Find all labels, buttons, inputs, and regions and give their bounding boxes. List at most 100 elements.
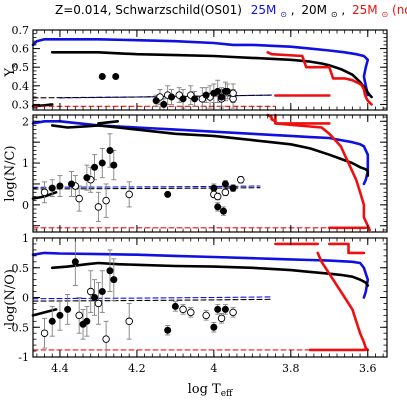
x-tick-label-4: 3.6 — [359, 362, 377, 375]
title-comma-2: , — [341, 3, 345, 17]
y-tick-label-0: 0.3 — [12, 98, 30, 111]
filled-data-point-0 — [48, 184, 56, 192]
y-axis-label: Ys — [3, 63, 20, 78]
open-data-point-0 — [40, 188, 49, 197]
title-norot: (norot) — [392, 3, 407, 17]
filled-data-point-10 — [214, 203, 222, 211]
y-axis-label: log(N/O) — [3, 269, 18, 326]
filled-data-point-4 — [168, 93, 176, 101]
open-data-point-9 — [221, 188, 230, 197]
x-tick-label-2: 4 — [210, 362, 217, 375]
filled-data-point-7 — [110, 161, 118, 169]
title-sun-black: ⊙ — [331, 10, 338, 19]
open-data-point-8 — [202, 311, 210, 320]
panel-middle: 0 1 2 log(N/C) — [3, 113, 388, 233]
title-mass-red: 25M — [352, 3, 378, 17]
title-main: Z=0.014, Schwarzschild(OS01) — [55, 3, 242, 17]
series-line-blue-dashed-8 — [32, 296, 273, 300]
filled-data-point-7 — [202, 91, 210, 99]
filled-data-point-13 — [214, 305, 222, 313]
series-line-black-dashed-9 — [32, 187, 261, 190]
open-data-point-4 — [102, 335, 110, 343]
filled-data-point-6 — [191, 95, 199, 103]
x-tick-label-3: 3.8 — [282, 362, 300, 375]
filled-data-point-3 — [160, 100, 168, 108]
y-tick-label-1: -0.5 — [8, 321, 29, 334]
series-line-blue-0 — [31, 251, 370, 299]
y-tick-label-2: 0.5 — [12, 61, 30, 74]
series-line-black-3 — [97, 120, 119, 125]
y-tick-label-0: -1 — [18, 351, 29, 364]
x-axis-label-subscript: eff — [221, 389, 233, 399]
y-tick-label-1: 0 — [22, 199, 29, 212]
series-line-black-dashed-9 — [32, 298, 273, 302]
series-line-red-3 — [266, 50, 373, 106]
filled-data-point-12 — [223, 87, 231, 95]
title-comma: , — [291, 3, 295, 17]
y-tick-label-4: 0.7 — [12, 24, 30, 37]
open-data-point-2 — [86, 287, 95, 296]
y-tick-label-3: 0.6 — [12, 43, 30, 56]
x-axis-label: log Teff — [188, 382, 233, 399]
open-data-point-5 — [102, 196, 110, 205]
filled-data-point-0 — [98, 73, 106, 81]
open-data-point-10 — [229, 308, 237, 317]
filled-data-point-9 — [210, 184, 218, 192]
filled-data-point-5 — [179, 95, 187, 103]
title-mass-black: 20M — [301, 3, 327, 17]
y-tick-label-3: 1 — [22, 157, 29, 170]
open-data-point-1 — [75, 311, 83, 320]
x-tick-label-0: 4.4 — [51, 362, 69, 375]
y-tick-label-3: 0.5 — [12, 262, 30, 275]
x-axis-label-text: log T — [188, 382, 221, 397]
open-data-point-5 — [125, 317, 133, 326]
y-tick-label-1: 0.4 — [12, 80, 30, 93]
filled-data-point-10 — [218, 93, 226, 101]
series-line-black-1 — [50, 50, 373, 99]
filled-data-point-3 — [83, 174, 91, 182]
y-axis-label: log(N/C) — [3, 145, 18, 201]
filled-data-point-10 — [164, 326, 172, 334]
filled-data-point-2 — [67, 180, 75, 188]
filled-data-point-14 — [221, 305, 229, 313]
filled-data-point-5 — [98, 159, 106, 167]
svg-text:Z=0.014, Schwarzschild(OS01): Z=0.014, Schwarzschild(OS01) 25M ⊙ , 20M… — [55, 3, 407, 20]
filled-data-point-1 — [56, 182, 64, 190]
filled-data-point-7 — [98, 288, 106, 296]
filled-data-point-9 — [214, 87, 222, 95]
filled-data-point-1 — [112, 73, 120, 81]
open-data-point-3 — [94, 299, 103, 308]
series-line-blue-0 — [31, 37, 370, 97]
y-axis-label-subscript: s — [10, 63, 20, 68]
filled-data-point-8 — [164, 190, 172, 198]
open-data-point-10 — [237, 176, 245, 184]
filled-data-point-0 — [48, 317, 56, 325]
open-data-point-8 — [213, 192, 222, 201]
title-mass-blue: 25M — [251, 3, 277, 17]
filled-data-point-11 — [171, 302, 179, 310]
open-data-point-2 — [75, 194, 83, 203]
x-tick-label-1: 4.2 — [128, 362, 146, 375]
filled-data-point-6 — [91, 294, 99, 301]
series-line-blue-dashed-6 — [59, 94, 273, 99]
filled-data-point-4 — [91, 163, 99, 171]
panel-top: 0.3 0.4 0.5 0.6 0.7 Ys — [3, 24, 388, 111]
title-sun-blue: ⊙ — [280, 10, 287, 19]
panel-bottom: -1 -0.5 0 0.5 1 log(N/O) 4.4 4.2 4 3.8 3.6 log Teff — [3, 232, 388, 399]
series-line-red-4 — [327, 242, 366, 255]
title-sun-red: ⊙ — [381, 10, 388, 19]
series-line-black-dashed-7 — [32, 94, 273, 99]
series-line-black-1 — [50, 124, 370, 177]
series-line-black-1 — [50, 261, 370, 287]
filled-data-point-5 — [83, 317, 91, 325]
y-axis-label-text: Y — [3, 68, 18, 78]
filled-data-point-9 — [110, 276, 118, 284]
open-data-point-6 — [179, 305, 187, 314]
title: Z=0.014, Schwarzschild(OS01) 25M ⊙ , 20M… — [55, 3, 407, 20]
panels: 0.3 0.4 0.5 0.6 0.7 Ys 0 1 2 log(N/C) -1 -0.5 0 0.5 1 l… — [3, 24, 388, 399]
filled-data-point-3 — [71, 258, 79, 266]
open-data-point-9 — [217, 314, 226, 323]
filled-data-point-6 — [106, 147, 114, 155]
panel-frame — [32, 114, 388, 233]
